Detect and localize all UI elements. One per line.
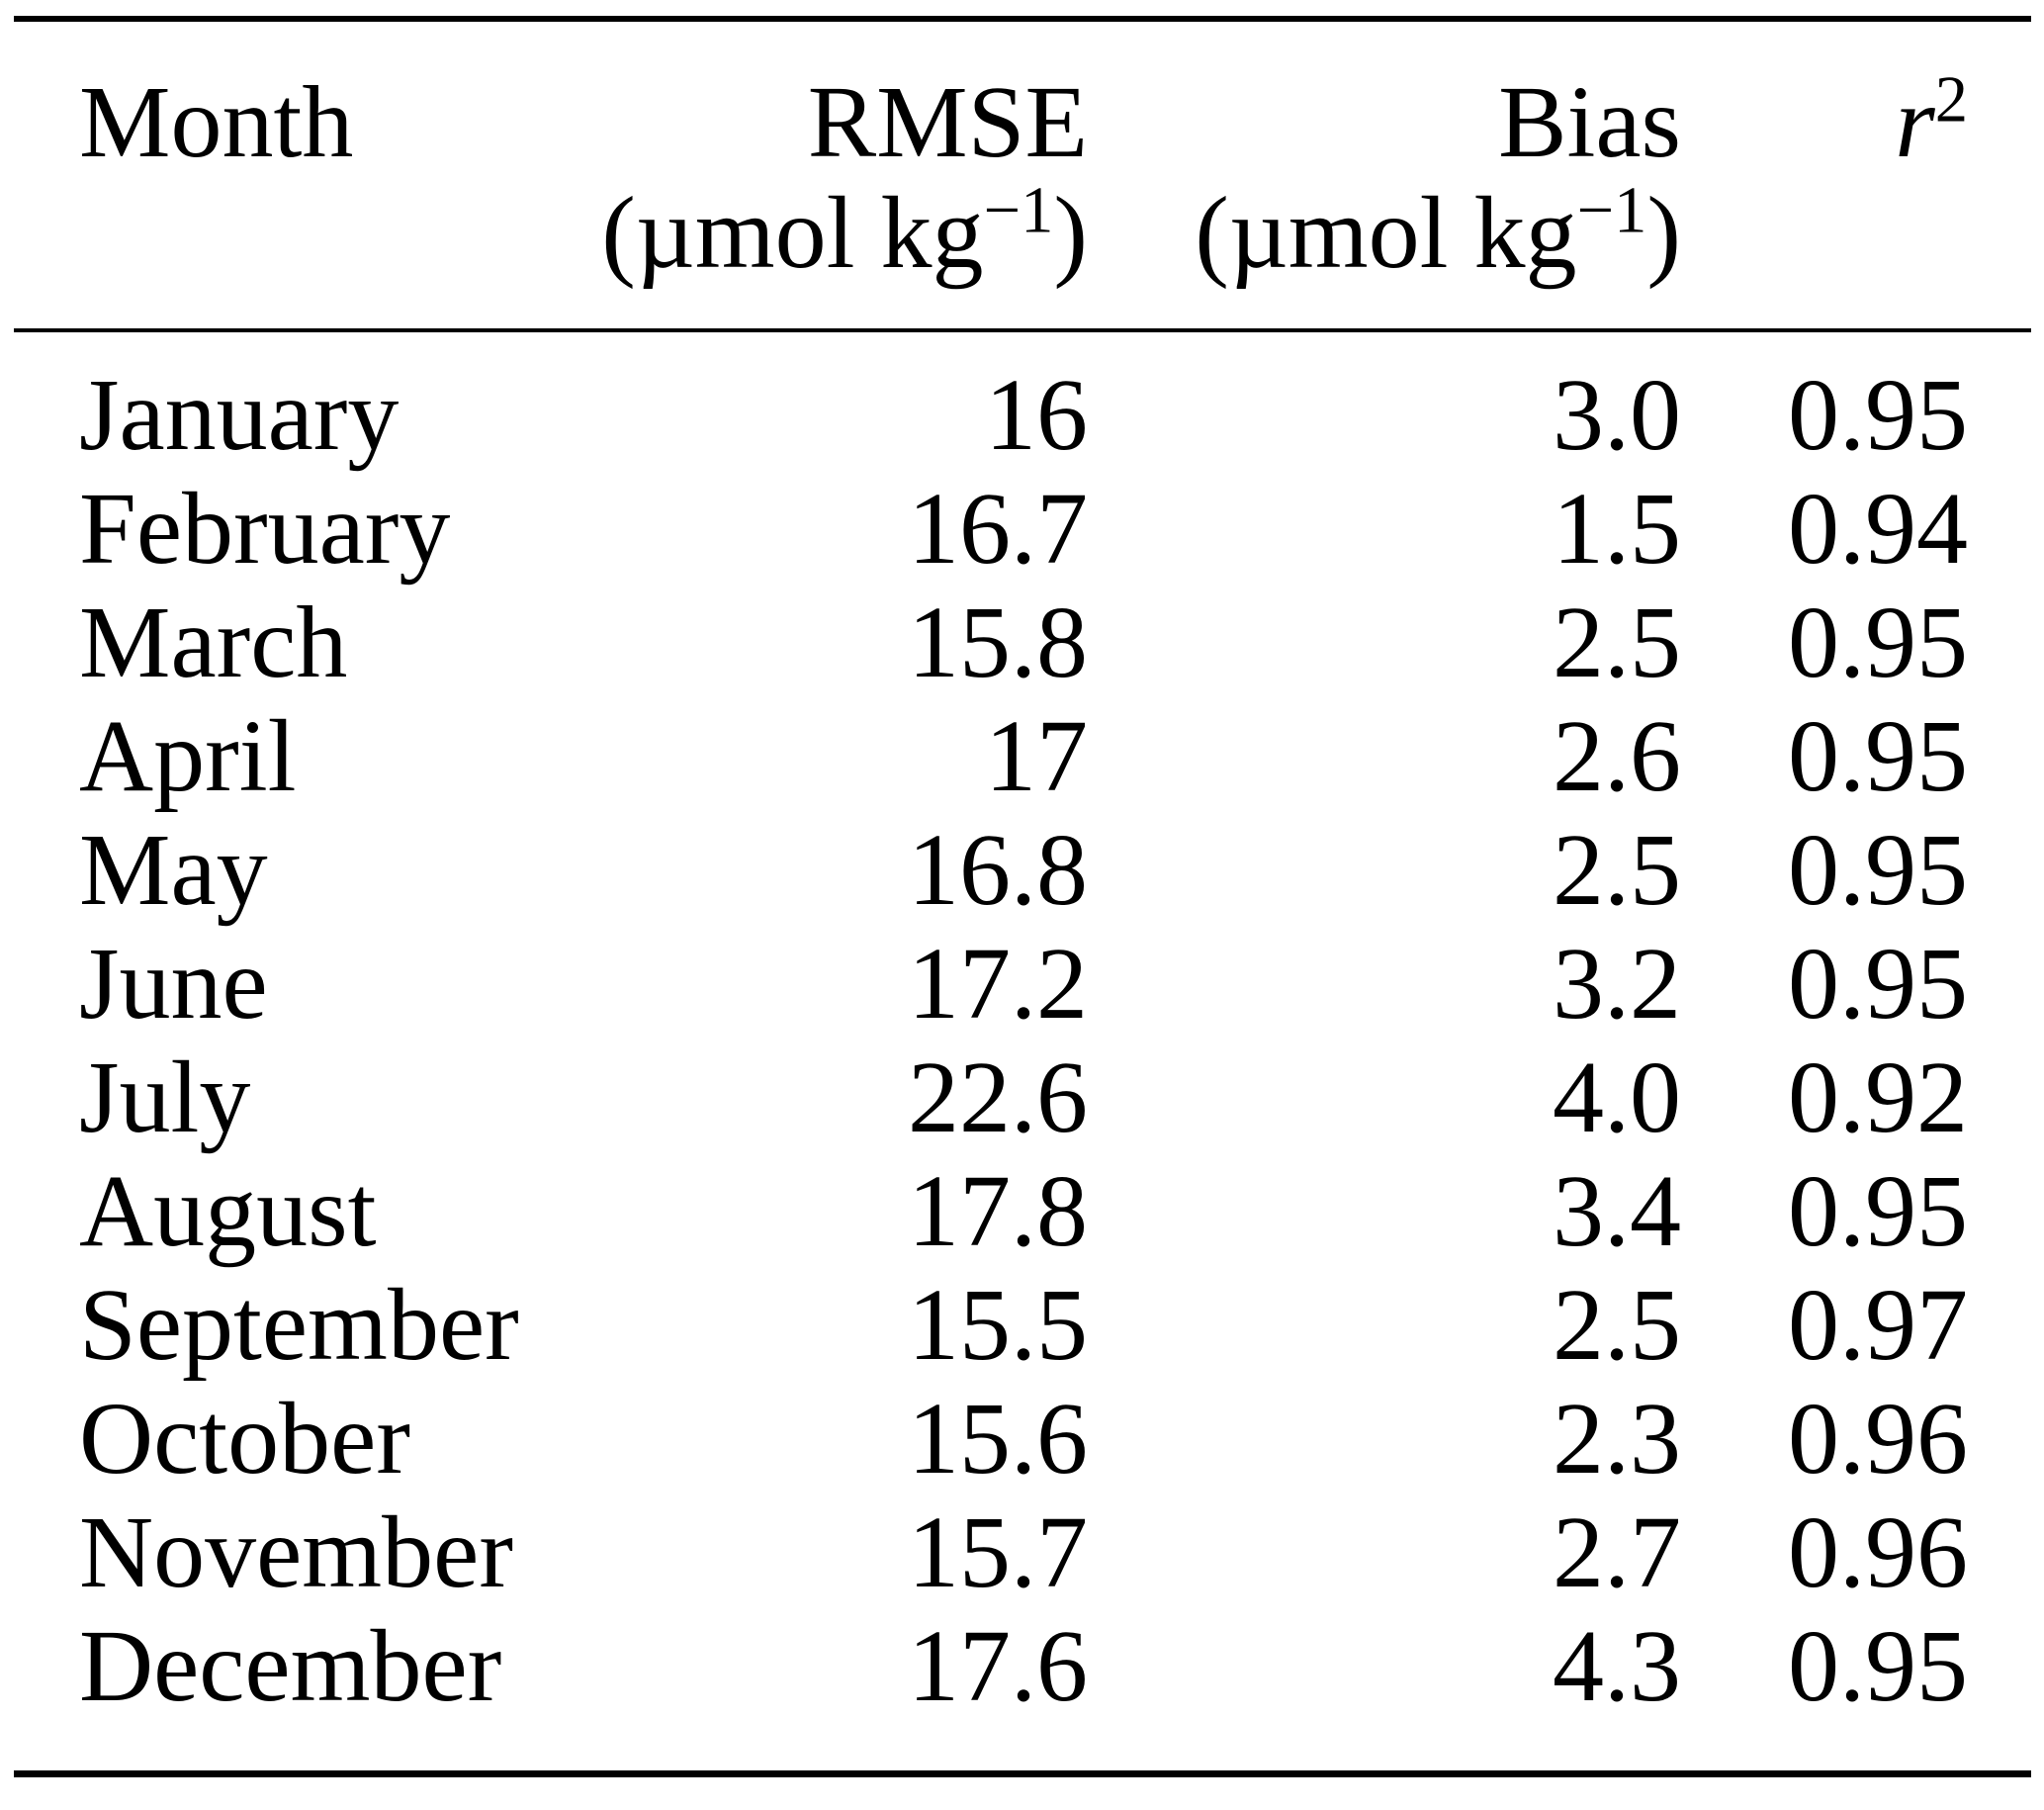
table-row: March 15.8 2.5 0.95 bbox=[14, 586, 2031, 699]
header-r2-superscript: 2 bbox=[1934, 63, 1968, 136]
cell-month: October bbox=[79, 1381, 410, 1495]
bias-unit-superscript: −1 bbox=[1576, 174, 1647, 247]
cell-month: December bbox=[79, 1608, 502, 1723]
cell-r2: 0.97 bbox=[1788, 1267, 1968, 1382]
cell-rmse: 17.8 bbox=[908, 1153, 1088, 1268]
cell-bias: 3.2 bbox=[1553, 926, 1681, 1041]
cell-r2: 0.96 bbox=[1788, 1494, 1968, 1609]
cell-month: September bbox=[79, 1267, 519, 1382]
cell-bias: 3.4 bbox=[1553, 1153, 1681, 1268]
header-bias-unit: (µmol kg−1) bbox=[1088, 174, 1681, 330]
cell-r2: 0.95 bbox=[1788, 698, 1968, 813]
cell-rmse: 17.6 bbox=[908, 1608, 1088, 1723]
table-row: April 17 2.6 0.95 bbox=[14, 699, 2031, 813]
monthly-stats-table: Month RMSE Bias r2 (µmol kg−1) (µmol kg−… bbox=[14, 16, 2031, 1777]
cell-bias: 2.7 bbox=[1553, 1494, 1681, 1609]
cell-r2: 0.94 bbox=[1788, 471, 1968, 586]
cell-bias: 2.5 bbox=[1553, 585, 1681, 699]
bias-unit-close: ) bbox=[1646, 176, 1681, 290]
header-r2-unit-empty bbox=[1681, 174, 2031, 330]
table-row: January 16 3.0 0.95 bbox=[14, 330, 2031, 472]
cell-r2: 0.92 bbox=[1788, 1040, 1968, 1154]
cell-month: November bbox=[79, 1494, 513, 1609]
cell-bias: 2.6 bbox=[1553, 698, 1681, 813]
table-row: February 16.7 1.5 0.94 bbox=[14, 472, 2031, 586]
header-row-labels: Month RMSE Bias r2 bbox=[14, 19, 2031, 174]
cell-rmse: 17.2 bbox=[908, 926, 1088, 1041]
bias-unit-open: (µmol kg bbox=[1195, 176, 1577, 290]
cell-month: July bbox=[79, 1040, 251, 1154]
header-r2-base: r bbox=[1895, 65, 1935, 179]
cell-rmse: 15.8 bbox=[908, 585, 1088, 699]
table-row: November 15.7 2.7 0.96 bbox=[14, 1495, 2031, 1609]
cell-month: August bbox=[79, 1153, 377, 1268]
header-bias: Bias bbox=[1088, 19, 1681, 174]
cell-month: June bbox=[79, 926, 268, 1041]
header-rmse-label: RMSE bbox=[807, 65, 1088, 179]
table-row: October 15.6 2.3 0.96 bbox=[14, 1382, 2031, 1495]
table-header: Month RMSE Bias r2 (µmol kg−1) (µmol kg−… bbox=[14, 19, 2031, 330]
table-row: June 17.2 3.2 0.95 bbox=[14, 927, 2031, 1041]
cell-r2: 0.95 bbox=[1788, 585, 1968, 699]
cell-rmse: 22.6 bbox=[908, 1040, 1088, 1154]
cell-rmse: 15.6 bbox=[908, 1381, 1088, 1495]
header-rmse-unit: (µmol kg−1) bbox=[548, 174, 1088, 330]
header-month: Month bbox=[14, 19, 548, 174]
table-row: August 17.8 3.4 0.95 bbox=[14, 1154, 2031, 1268]
cell-rmse: 15.7 bbox=[908, 1494, 1088, 1609]
cell-month: May bbox=[79, 812, 268, 927]
header-month-label: Month bbox=[79, 65, 354, 179]
cell-bias: 3.0 bbox=[1553, 357, 1681, 472]
header-month-unit-empty bbox=[14, 174, 548, 330]
table-row: September 15.5 2.5 0.97 bbox=[14, 1268, 2031, 1382]
cell-rmse: 15.5 bbox=[908, 1267, 1088, 1382]
table-row: May 16.8 2.5 0.95 bbox=[14, 813, 2031, 927]
rmse-unit-close: ) bbox=[1053, 176, 1088, 290]
cell-rmse: 17 bbox=[985, 698, 1088, 813]
cell-bias: 4.3 bbox=[1553, 1608, 1681, 1723]
rmse-unit-superscript: −1 bbox=[983, 174, 1054, 247]
cell-month: April bbox=[79, 698, 297, 813]
cell-rmse: 16.7 bbox=[908, 471, 1088, 586]
header-r2: r2 bbox=[1681, 19, 2031, 174]
header-row-units: (µmol kg−1) (µmol kg−1) bbox=[14, 174, 2031, 330]
header-bias-label: Bias bbox=[1498, 65, 1681, 179]
cell-r2: 0.95 bbox=[1788, 1153, 1968, 1268]
cell-month: January bbox=[79, 357, 400, 472]
cell-rmse: 16 bbox=[985, 357, 1088, 472]
cell-r2: 0.95 bbox=[1788, 357, 1968, 472]
cell-bias: 2.5 bbox=[1553, 812, 1681, 927]
cell-month: February bbox=[79, 471, 451, 586]
cell-month: March bbox=[79, 585, 348, 699]
header-rmse: RMSE bbox=[548, 19, 1088, 174]
cell-bias: 4.0 bbox=[1553, 1040, 1681, 1154]
cell-bias: 2.5 bbox=[1553, 1267, 1681, 1382]
table-row: December 17.6 4.3 0.95 bbox=[14, 1609, 2031, 1774]
cell-bias: 1.5 bbox=[1553, 471, 1681, 586]
cell-r2: 0.95 bbox=[1788, 926, 1968, 1041]
table-row: July 22.6 4.0 0.92 bbox=[14, 1041, 2031, 1154]
cell-rmse: 16.8 bbox=[908, 812, 1088, 927]
cell-bias: 2.3 bbox=[1553, 1381, 1681, 1495]
cell-r2: 0.95 bbox=[1788, 1608, 1968, 1723]
cell-r2: 0.95 bbox=[1788, 812, 1968, 927]
table-body: January 16 3.0 0.95 February 16.7 1.5 0.… bbox=[14, 330, 2031, 1774]
cell-r2: 0.96 bbox=[1788, 1381, 1968, 1495]
rmse-unit-open: (µmol kg bbox=[601, 176, 984, 290]
